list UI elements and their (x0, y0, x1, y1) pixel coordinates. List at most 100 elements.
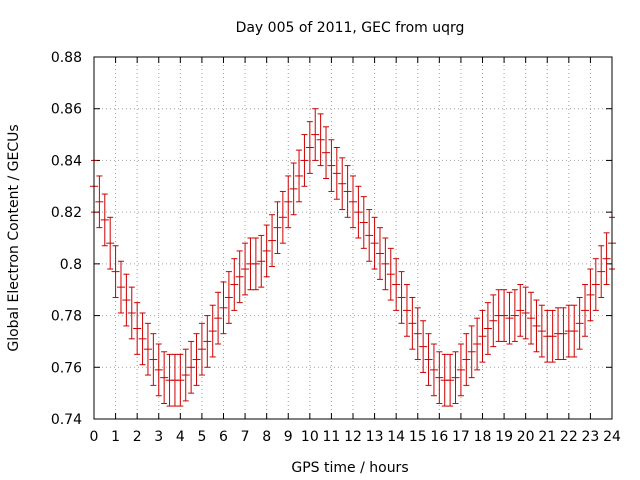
error-bar-point (548, 309, 557, 363)
error-bar-point (284, 175, 293, 229)
error-bar-point (489, 294, 498, 348)
error-bar-point (500, 289, 509, 342)
y-tick-label: 0.88 (51, 50, 82, 66)
error-bar-point (111, 245, 120, 298)
chart-title: Day 005 of 2011, GEC from uqrg (236, 20, 465, 36)
y-tick-label: 0.74 (51, 412, 82, 428)
series-plot (90, 108, 616, 407)
error-bar-point (527, 291, 536, 345)
error-bar-point (154, 343, 163, 397)
error-bar-point (295, 149, 304, 203)
x-tick-label: 13 (366, 429, 384, 445)
error-bar-point (467, 325, 476, 379)
y-tick-label: 0.76 (51, 360, 82, 376)
error-bar-point (230, 258, 239, 311)
x-tick-label: 16 (430, 429, 448, 445)
error-bar-point (219, 281, 228, 335)
error-bar-point (262, 224, 271, 278)
plot-frame (93, 56, 613, 420)
error-bar-point (424, 333, 433, 386)
x-tick-label: 21 (538, 429, 556, 445)
error-bar-point (127, 286, 136, 340)
error-bar-point (419, 320, 428, 373)
error-bar-point (300, 134, 309, 187)
error-bar-point (203, 315, 212, 368)
error-bar-point (413, 307, 422, 361)
error-bar-point (106, 216, 115, 270)
error-bar-point (365, 209, 374, 262)
error-bar-point (521, 286, 530, 340)
x-tick-label: 18 (474, 429, 492, 445)
error-bar-point (446, 353, 455, 407)
error-bar-point (251, 237, 260, 291)
error-bar-point (591, 258, 600, 311)
x-tick-label: 20 (517, 429, 535, 445)
error-bar-point (327, 139, 336, 192)
x-tick-label: 12 (344, 429, 362, 445)
x-tick-label: 3 (154, 429, 163, 445)
x-tick-label: 22 (560, 429, 578, 445)
error-bar-point (343, 165, 352, 218)
x-tick-label: 4 (176, 429, 185, 445)
error-bar-point (462, 333, 471, 386)
error-bar-point (570, 304, 579, 358)
error-bar-point (278, 190, 287, 244)
error-bar-point (505, 291, 514, 345)
axis-ticks: 0 1 2 3 4 5 6 7 8 9 10 11 12 13 14 15 16 17 18 19 20 21 22 23 24… (51, 50, 621, 445)
error-bar-point (187, 340, 196, 394)
error-bar-point (386, 247, 395, 301)
grid (94, 57, 612, 419)
x-tick-label: 1 (111, 429, 120, 445)
error-bar-point (311, 108, 320, 161)
error-bar-point (181, 348, 190, 402)
error-bar-point (381, 237, 390, 291)
error-bar-point (370, 216, 379, 270)
error-bar-point (257, 234, 266, 288)
error-bar-point (289, 162, 298, 216)
error-bar-point (100, 193, 109, 247)
error-bar-point (268, 214, 277, 267)
error-bar-point (537, 304, 546, 358)
y-tick-label: 0.84 (51, 153, 82, 169)
error-bar-point (241, 242, 250, 296)
error-bar-point (349, 175, 357, 229)
error-bar-point (224, 271, 233, 324)
error-bar-point (478, 309, 487, 363)
x-tick-label: 23 (582, 429, 600, 445)
error-bar-point (473, 317, 482, 371)
error-bar-point (359, 196, 368, 249)
error-bar-point (354, 185, 363, 239)
y-tick-label: 0.8 (60, 257, 82, 273)
y-tick-label: 0.78 (51, 309, 82, 325)
error-bar-point (332, 147, 341, 200)
y-axis-label: Global Electron Content / GECUs (6, 124, 22, 351)
error-bar-point (402, 284, 411, 337)
error-bar-point (435, 351, 444, 404)
x-tick-label: 9 (284, 429, 293, 445)
error-bar-point (516, 284, 525, 337)
error-bar-point (451, 351, 460, 404)
x-tick-label: 7 (241, 429, 250, 445)
error-bar-point (116, 260, 125, 314)
error-bar-point (375, 227, 384, 280)
x-tick-label: 19 (495, 429, 513, 445)
error-bar-point (143, 322, 152, 376)
x-tick-label: 5 (197, 429, 206, 445)
x-tick-label: 15 (409, 429, 427, 445)
x-tick-label: 8 (262, 429, 271, 445)
error-bar-point (408, 296, 417, 350)
x-tick-label: 2 (133, 429, 142, 445)
error-bar-point (122, 273, 131, 327)
error-bar-point (197, 322, 206, 376)
error-bar-point (273, 201, 282, 255)
error-bar-point (176, 353, 185, 407)
error-bar-point (559, 307, 568, 361)
error-bar-point (149, 333, 158, 386)
error-bar-point (214, 291, 223, 345)
error-bar-point (581, 284, 590, 337)
x-tick-label: 24 (603, 429, 621, 445)
error-bar-point (586, 268, 595, 322)
error-bar-point (95, 175, 104, 229)
error-bar-point (602, 232, 611, 286)
error-bar-point (160, 351, 169, 404)
